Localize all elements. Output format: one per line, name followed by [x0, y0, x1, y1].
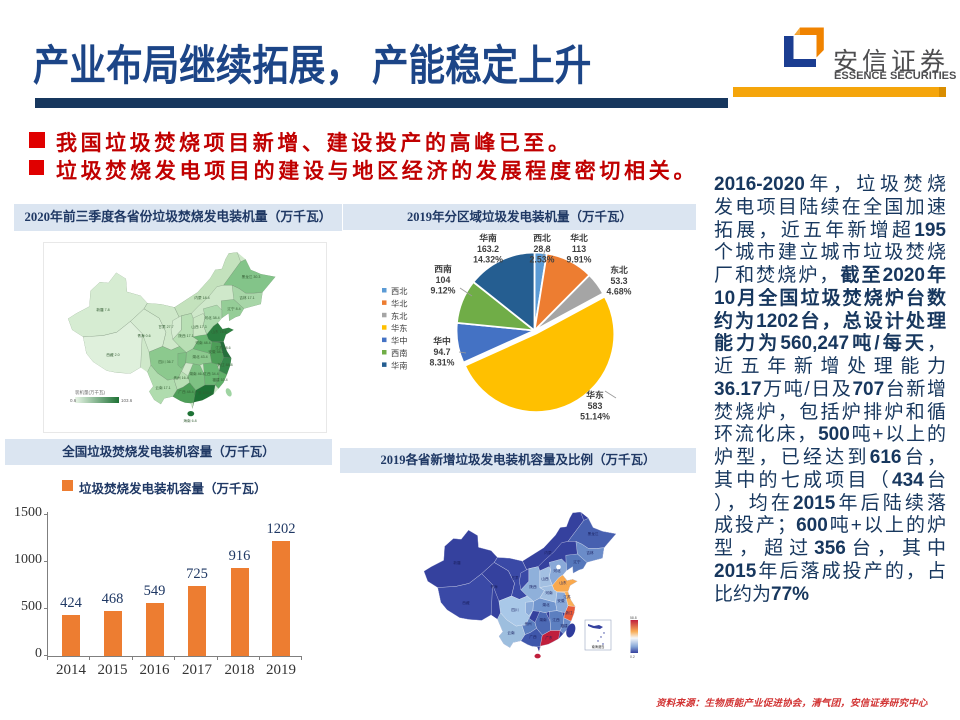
svg-text:四川 36.7: 四川 36.7 — [158, 360, 173, 364]
svg-text:14.32%: 14.32% — [473, 255, 503, 265]
svg-text:河北: 河北 — [553, 568, 561, 573]
svg-text:广东 103.6: 广东 103.6 — [194, 390, 211, 395]
svg-text:新疆 7.8: 新疆 7.8 — [96, 307, 109, 312]
svg-text:江苏 98.6: 江苏 98.6 — [215, 345, 230, 350]
svg-text:浙江 88.8: 浙江 88.8 — [217, 362, 232, 367]
svg-text:安徽: 安徽 — [557, 598, 565, 603]
svg-text:广西: 广西 — [529, 634, 537, 639]
svg-text:内蒙 18.4: 内蒙 18.4 — [194, 295, 209, 300]
svg-text:福建: 福建 — [560, 623, 568, 628]
svg-text:南海诸岛: 南海诸岛 — [592, 644, 605, 649]
svg-text:山西: 山西 — [541, 576, 549, 581]
svg-text:西南: 西南 — [434, 263, 452, 274]
svg-text:104: 104 — [436, 275, 451, 285]
svg-text:河南 48.4: 河南 48.4 — [195, 340, 210, 345]
svg-text:东北: 东北 — [391, 311, 407, 321]
svg-text:黑龙江: 黑龙江 — [588, 531, 599, 536]
svg-text:0.2: 0.2 — [630, 655, 635, 659]
svg-text:湖南: 湖南 — [539, 617, 547, 622]
svg-text:53.3: 53.3 — [610, 276, 627, 286]
svg-text:云南 17.1: 云南 17.1 — [155, 385, 170, 390]
svg-text:内蒙: 内蒙 — [544, 550, 552, 555]
svg-text:湖北 43.4: 湖北 43.4 — [192, 354, 207, 359]
svg-text:甘肃 27.7: 甘肃 27.7 — [158, 324, 173, 329]
svg-text:2.53%: 2.53% — [530, 255, 555, 265]
svg-text:西北: 西北 — [391, 287, 407, 296]
svg-text:湖北: 湖北 — [542, 602, 550, 607]
svg-text:江西 34.4: 江西 34.4 — [203, 371, 218, 376]
svg-text:青海: 青海 — [490, 584, 498, 589]
svg-text:江西: 江西 — [552, 617, 560, 622]
svg-text:0.6: 0.6 — [70, 398, 77, 403]
svg-text:吉林: 吉林 — [586, 550, 594, 555]
svg-text:甘肃: 甘肃 — [511, 575, 519, 580]
svg-text:103.6: 103.6 — [121, 398, 133, 403]
svg-text:华东: 华东 — [391, 323, 407, 333]
svg-text:8.31%: 8.31% — [430, 358, 455, 368]
svg-text:福建 53.4: 福建 53.4 — [212, 377, 227, 382]
svg-text:辽宁: 辽宁 — [573, 559, 581, 564]
svg-text:94.7: 94.7 — [433, 347, 450, 357]
svg-text:新疆: 新疆 — [453, 560, 461, 565]
svg-text:华南: 华南 — [391, 360, 407, 370]
svg-text:浙江: 浙江 — [565, 610, 573, 615]
svg-text:华中: 华中 — [433, 335, 451, 346]
svg-text:9.91%: 9.91% — [567, 255, 592, 265]
svg-text:广西 48.4: 广西 48.4 — [178, 389, 193, 394]
svg-text:51.14%: 51.14% — [580, 412, 610, 422]
svg-text:贵州 16.4: 贵州 16.4 — [173, 375, 188, 380]
svg-text:装机量(万千瓦): 装机量(万千瓦) — [75, 389, 105, 396]
svg-text:583: 583 — [588, 401, 603, 411]
svg-text:山西 17.3: 山西 17.3 — [191, 324, 206, 329]
svg-text:辽宁 8.4: 辽宁 8.4 — [227, 306, 240, 311]
svg-text:河南: 河南 — [545, 590, 553, 595]
svg-text:9.12%: 9.12% — [431, 286, 456, 296]
svg-text:东北: 东北 — [610, 264, 628, 275]
svg-text:湖南 46.4: 湖南 46.4 — [189, 371, 204, 376]
svg-text:云南: 云南 — [507, 630, 515, 635]
svg-text:西北: 西北 — [533, 232, 551, 243]
svg-text:山东: 山东 — [559, 580, 567, 585]
svg-text:四川: 四川 — [511, 608, 519, 612]
svg-text:海南 6.8: 海南 6.8 — [183, 418, 196, 423]
svg-text:贵州: 贵州 — [524, 621, 532, 626]
svg-text:吉林 17.1: 吉林 17.1 — [239, 295, 254, 300]
svg-text:陕西 17.1: 陕西 17.1 — [178, 333, 193, 338]
svg-text:华中: 华中 — [391, 336, 407, 346]
svg-text:广东: 广东 — [545, 635, 553, 640]
svg-text:山东 78.6: 山东 78.6 — [211, 329, 226, 334]
svg-text:华北: 华北 — [391, 298, 407, 308]
svg-text:113: 113 — [572, 244, 586, 254]
svg-text:西藏: 西藏 — [462, 600, 470, 605]
svg-text:华南: 华南 — [479, 232, 497, 243]
svg-text:西藏 2.0: 西藏 2.0 — [106, 352, 119, 357]
svg-text:华北: 华北 — [570, 232, 588, 243]
svg-text:28.8: 28.8 — [533, 244, 550, 254]
svg-text:青海 0.6: 青海 0.6 — [137, 333, 150, 338]
svg-text:黑龙江 30.3: 黑龙江 30.3 — [242, 274, 261, 279]
svg-text:华东: 华东 — [586, 389, 604, 400]
svg-text:4.68%: 4.68% — [607, 287, 632, 297]
svg-text:58.8: 58.8 — [630, 616, 637, 620]
svg-text:西南: 西南 — [391, 348, 407, 358]
svg-text:江苏: 江苏 — [563, 594, 571, 599]
svg-text:163.2: 163.2 — [477, 244, 499, 254]
svg-text:安徽 58.1: 安徽 58.1 — [208, 349, 223, 354]
svg-text:河北 38.4: 河北 38.4 — [204, 315, 219, 320]
svg-text:陕西: 陕西 — [529, 584, 537, 589]
